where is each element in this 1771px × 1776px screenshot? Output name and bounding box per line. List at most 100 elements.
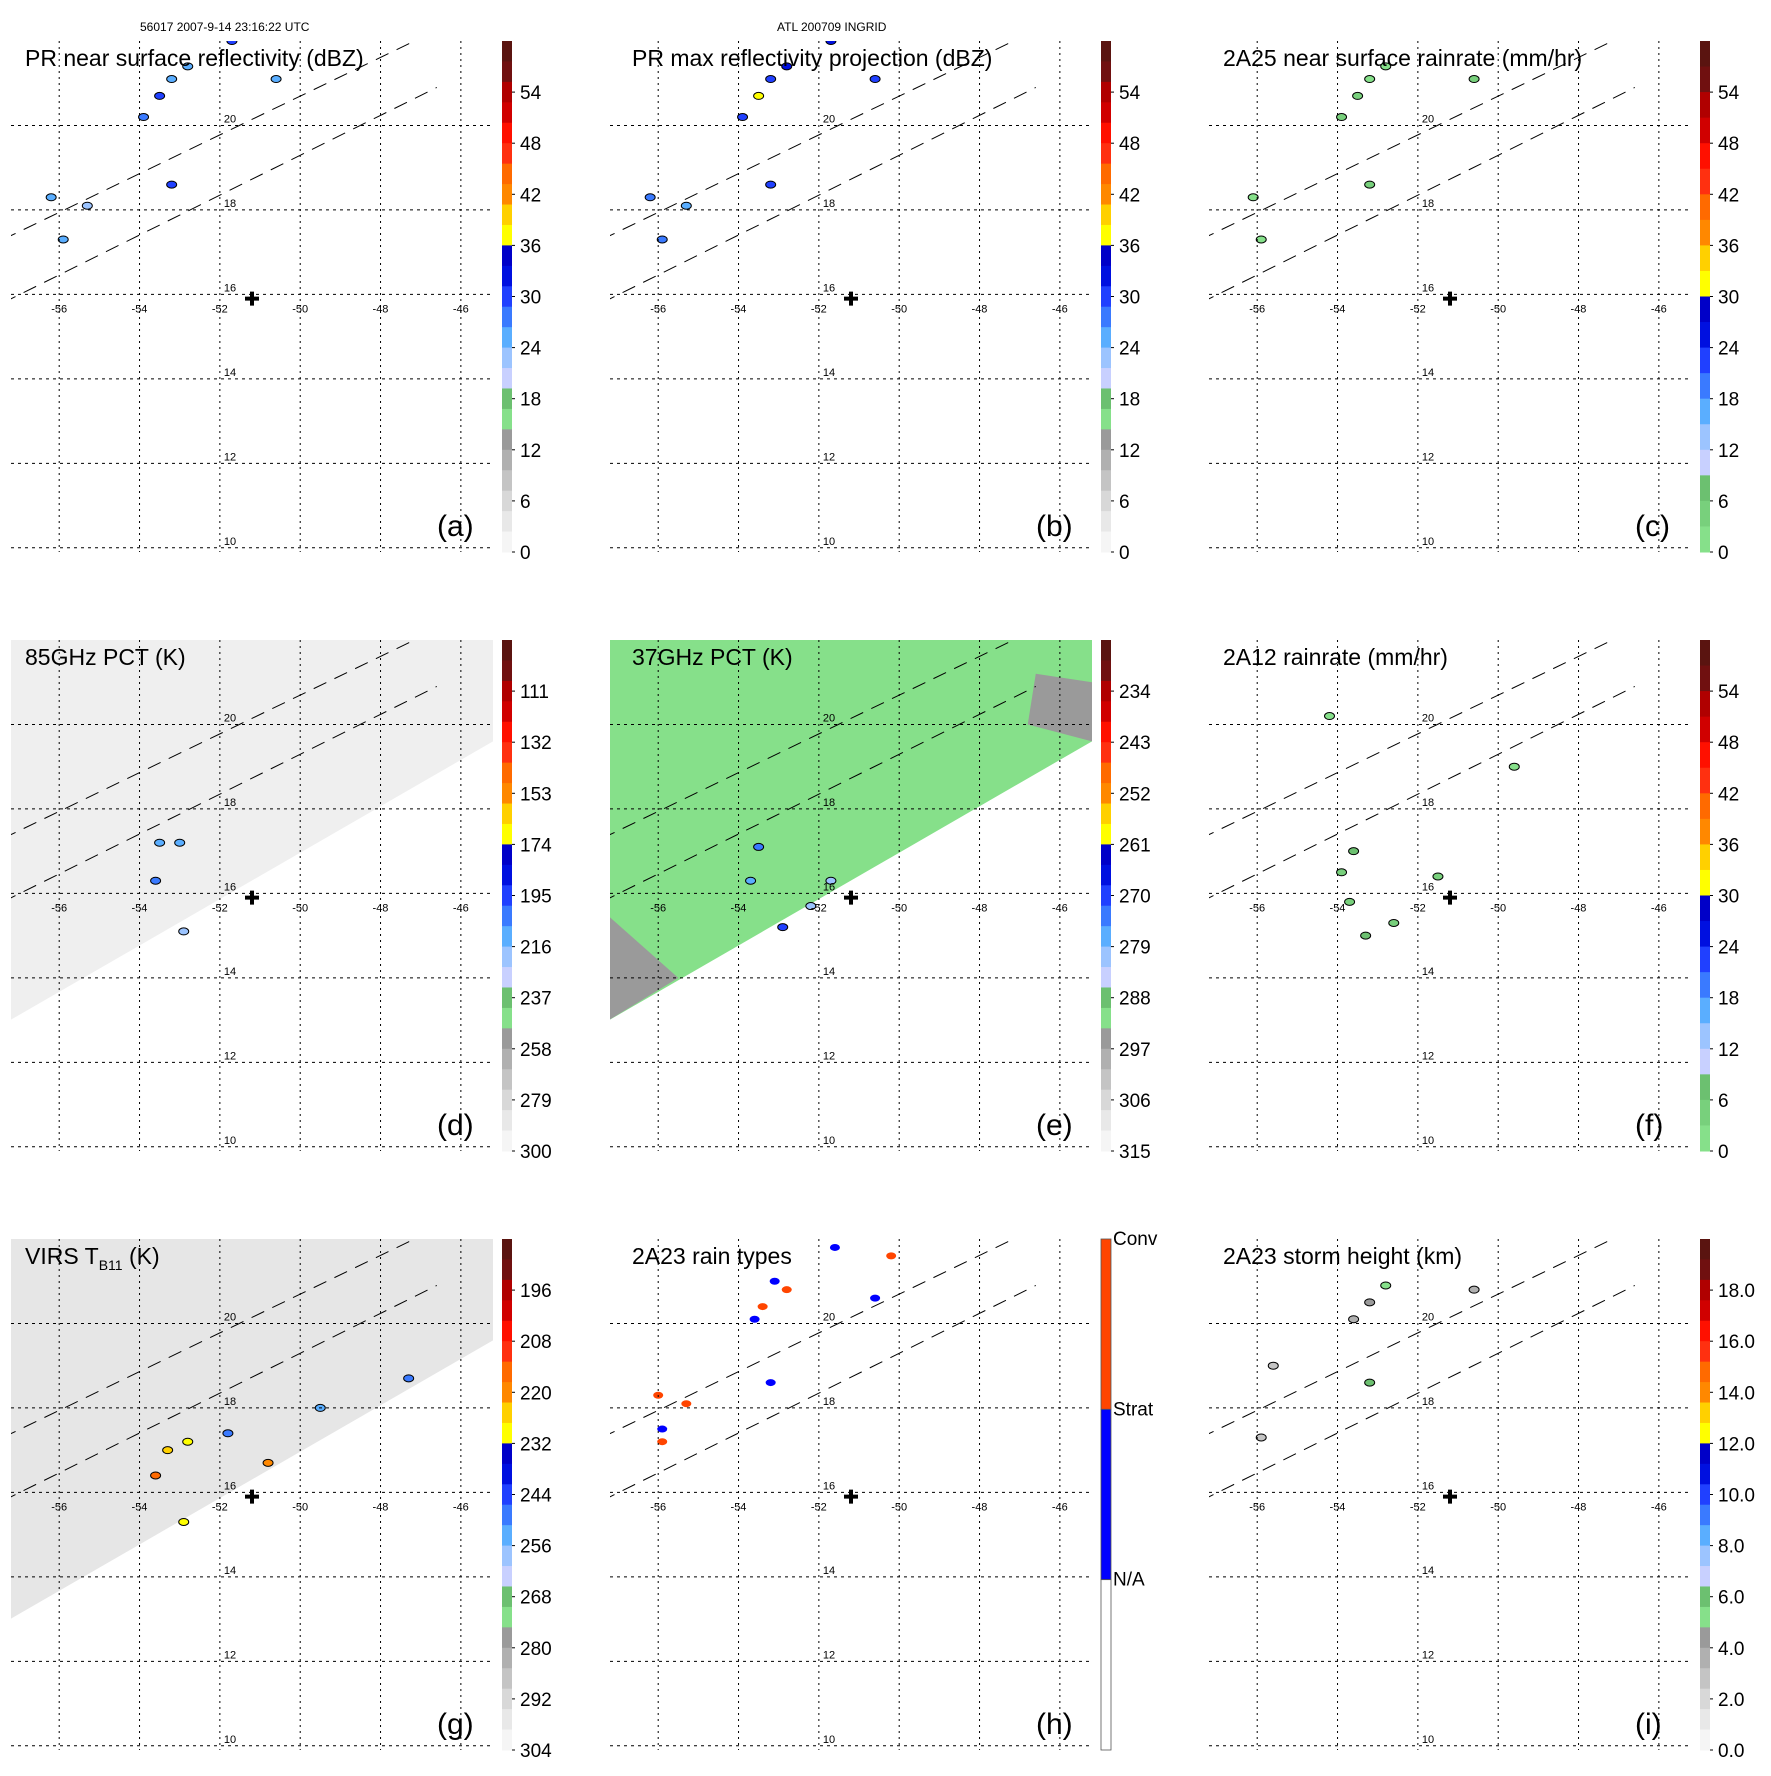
colorbar-swatch (1700, 946, 1710, 973)
lat-tick-label: 16 (224, 282, 236, 294)
colorbar-category-label: N/A (1113, 1570, 1145, 1591)
lat-tick-label: 18 (823, 1396, 835, 1408)
colorbar-tick-label: 4.0 (1718, 1639, 1744, 1660)
data-cell (178, 927, 190, 936)
colorbar-tick-label: 42 (520, 185, 541, 206)
panel-letter: (g) (437, 1708, 474, 1741)
colorbar-tick-label: 153 (520, 784, 552, 805)
panel-title: PR max reflectivity projection (dBZ) (632, 45, 992, 71)
colorbar-tick-label: 54 (1119, 83, 1141, 104)
colorbar-tick-label: 36 (1119, 236, 1140, 257)
lat-tick-label: 14 (823, 367, 835, 379)
lon-tick-label: -50 (891, 1501, 907, 1513)
colorbar-tick-label: 208 (520, 1332, 552, 1353)
colorbar-swatch (1101, 783, 1111, 805)
colorbar-swatch (1700, 245, 1710, 272)
colorbar-swatch (1700, 143, 1710, 170)
colorbar-swatch (1101, 490, 1111, 512)
data-cell (162, 1446, 174, 1455)
colorbar-swatch (502, 742, 512, 764)
lon-tick-label: -50 (891, 902, 907, 914)
colorbar-swatch (1101, 327, 1111, 349)
lon-tick-label: -56 (650, 902, 666, 914)
panel-title: VIRS TB11 (K) (25, 1243, 160, 1273)
header-storm-id: ATL 200709 INGRID (777, 20, 887, 34)
colorbar-tick-label: 0 (1718, 543, 1729, 564)
colorbar-swatch (1700, 1545, 1710, 1567)
colorbar-swatch (1700, 1361, 1710, 1383)
colorbar-tick-label: 300 (520, 1142, 552, 1163)
data-cell (1508, 762, 1520, 771)
data-cell (870, 1294, 881, 1302)
lon-tick-label: -46 (1052, 902, 1068, 914)
colorbar-swatch (1700, 972, 1710, 999)
colorbar-tick-label: 18 (520, 390, 541, 411)
lat-tick-label: 12 (823, 1649, 835, 1661)
panel-letter: (a) (437, 510, 474, 543)
colorbar-swatch (502, 143, 512, 165)
colorbar-swatch (1101, 61, 1111, 83)
colorbar-swatch (502, 721, 512, 743)
panel-i: -56 -54 -52 -50 -48 -46 20 18 16 14 12 10 2A23 storm… (1209, 1239, 1755, 1762)
colorbar-swatch (1700, 1320, 1710, 1342)
pr-swath-edge (11, 87, 437, 300)
lon-tick-label: -48 (1571, 1501, 1587, 1513)
colorbar-swatch (1700, 66, 1710, 93)
colorbar-tick-label: 315 (1119, 1142, 1151, 1163)
data-cell (1364, 1378, 1376, 1387)
pr-swath-edge (610, 686, 1036, 899)
colorbar-tick-label: 42 (1119, 185, 1140, 206)
lat-tick-label: 14 (224, 966, 236, 978)
lat-tick-label: 16 (224, 1480, 236, 1492)
colorbar-tick-label: 18 (1718, 390, 1739, 411)
colorbar-swatch (1101, 926, 1111, 948)
colorbar-swatch (1101, 184, 1111, 206)
lon-tick-label: -52 (1410, 1501, 1426, 1513)
colorbar-tick-label: 6 (520, 492, 531, 513)
colorbar-swatch (1101, 368, 1111, 389)
colorbar-swatch (1700, 194, 1710, 221)
colorbar-swatch (1101, 286, 1111, 308)
colorbar-swatch (1700, 1422, 1710, 1444)
data-cell (753, 842, 765, 851)
lon-tick-label: -50 (1490, 902, 1506, 914)
colorbar-segment (1100, 1408, 1112, 1581)
lon-tick-label: -46 (453, 303, 469, 315)
panel-title: 85GHz PCT (K) (25, 644, 186, 670)
lat-tick-label: 18 (1422, 1396, 1434, 1408)
data-cell (1352, 91, 1364, 100)
colorbar-tick-label: 288 (1119, 989, 1151, 1010)
colorbar-swatch (1101, 81, 1111, 103)
pr-swath-edge (610, 41, 1015, 237)
lat-tick-label: 10 (823, 1135, 835, 1147)
colorbar-swatch (1700, 526, 1710, 553)
lat-tick-label: 10 (1422, 1135, 1434, 1147)
colorbar-tick-label: 132 (520, 733, 552, 754)
data-cell (166, 180, 178, 189)
colorbar-tick-label: 304 (520, 1741, 552, 1762)
lat-tick-label: 16 (823, 881, 835, 893)
storm-center-cross-icon (844, 291, 858, 306)
lon-tick-label: -54 (132, 303, 148, 315)
colorbar-tick-label: 220 (520, 1383, 552, 1404)
data-cell (886, 1252, 897, 1260)
panel-title: 37GHz PCT (K) (632, 644, 793, 670)
colorbar-swatch (1700, 742, 1710, 769)
colorbar-swatch (1700, 640, 1710, 667)
colorbar-swatch (1700, 219, 1710, 246)
plot-area (11, 1239, 493, 1619)
colorbar-tick-label: 2.0 (1718, 1690, 1744, 1711)
data-cell (1324, 712, 1335, 721)
colorbar-swatch (1101, 204, 1111, 226)
colorbar-swatch (1700, 1125, 1710, 1152)
data-cell (1255, 1433, 1267, 1442)
colorbar-swatch (502, 1647, 512, 1669)
colorbar-swatch (502, 327, 512, 349)
plot-area (610, 640, 1092, 1020)
colorbar-tick-label: 54 (520, 83, 542, 104)
colorbar-segment (1100, 1579, 1112, 1751)
colorbar-swatch (1101, 224, 1111, 246)
data-cell (226, 41, 238, 45)
colorbar-tick-label: 6 (1718, 1091, 1729, 1112)
